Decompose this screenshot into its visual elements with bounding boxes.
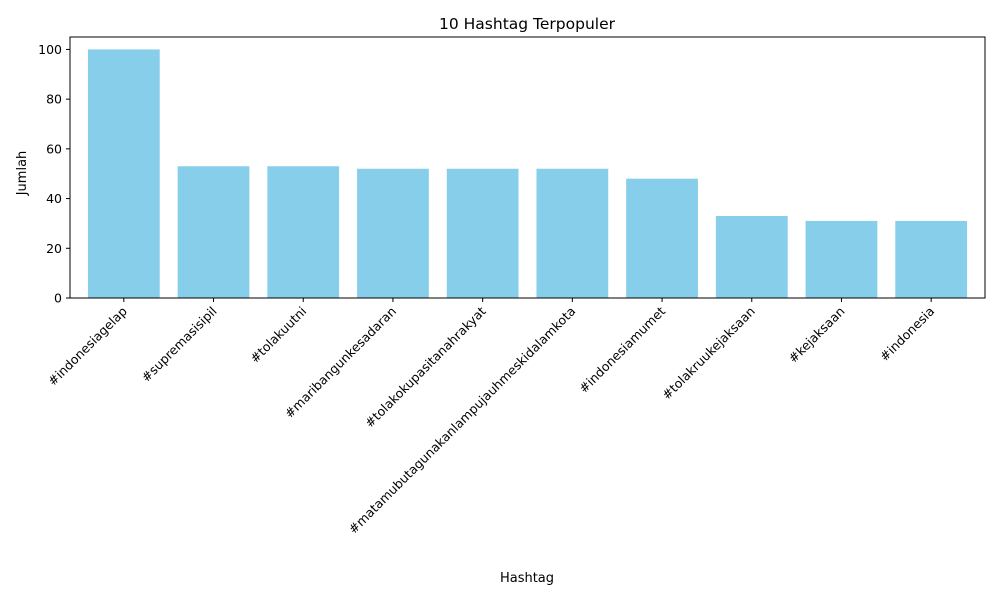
bar <box>177 166 250 298</box>
bar <box>626 178 698 298</box>
bar <box>267 166 340 298</box>
x-tick-label: #kejaksaan <box>785 304 847 366</box>
y-tick-label: 40 <box>46 191 62 206</box>
y-tick-label: 80 <box>46 92 62 107</box>
x-axis-label: Hashtag <box>500 571 554 586</box>
x-tick-label: #tolakuutni <box>247 304 309 366</box>
axes-frame <box>69 36 986 299</box>
x-tick-label: #indonesiagelap <box>45 303 130 388</box>
plot-area: 0 20 40 60 80 100 #indonesiagelap #supremasisip… <box>38 36 986 537</box>
bar <box>895 220 968 298</box>
x-tick-label: #indonesiamumet <box>576 303 668 395</box>
bar <box>715 215 788 298</box>
chart-title: 10 Hashtag Terpopuler <box>439 15 616 33</box>
x-tick-label: #supremasisipil <box>138 304 219 385</box>
x-tick-label: #indonesia <box>877 304 938 365</box>
bar <box>357 168 429 298</box>
bar <box>87 49 160 298</box>
y-axis-label: Jumlah <box>15 151 30 197</box>
y-tick-label: 0 <box>54 291 62 306</box>
y-tick-label: 60 <box>46 141 62 156</box>
x-tick-label: #tolakruukejaksaan <box>659 304 758 403</box>
bar <box>536 168 609 298</box>
y-tick-label: 20 <box>46 241 62 256</box>
bar <box>446 168 519 298</box>
bar <box>805 220 878 298</box>
y-tick-label: 100 <box>38 42 62 57</box>
